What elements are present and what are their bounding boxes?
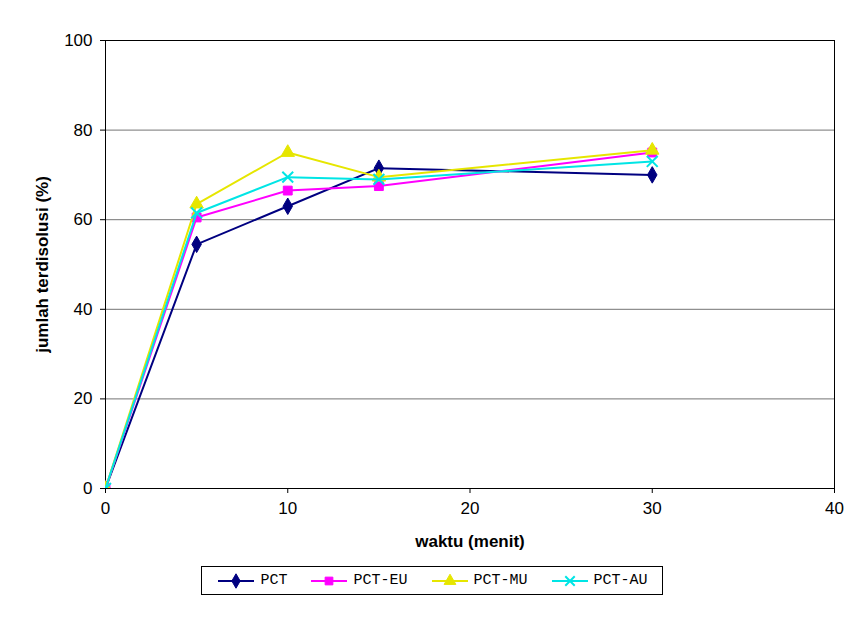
html-text:PCT-AU: PCT-AU <box>593 572 648 589</box>
svg-text:60: 60 <box>74 210 93 229</box>
svg-text:jumlah terdisolusi (%): jumlah terdisolusi (%) <box>33 176 52 354</box>
svg-text:40: 40 <box>74 300 93 319</box>
svg-text:30: 30 <box>643 499 662 518</box>
html-text:PCT: PCT <box>260 572 288 589</box>
svg-text:20: 20 <box>74 389 93 408</box>
svg-text:20: 20 <box>461 499 480 518</box>
html-text:PCT-EU: PCT-EU <box>353 572 408 589</box>
svg-text:100: 100 <box>64 31 92 50</box>
svg-text:0: 0 <box>101 499 110 518</box>
svg-text:40: 40 <box>825 499 844 518</box>
svg-text:80: 80 <box>74 121 93 140</box>
svg-text:0: 0 <box>83 479 92 498</box>
svg-text:10: 10 <box>278 499 297 518</box>
svg-text:waktu (menit): waktu (menit) <box>414 532 525 551</box>
html-text:PCT-MU: PCT-MU <box>473 572 528 589</box>
